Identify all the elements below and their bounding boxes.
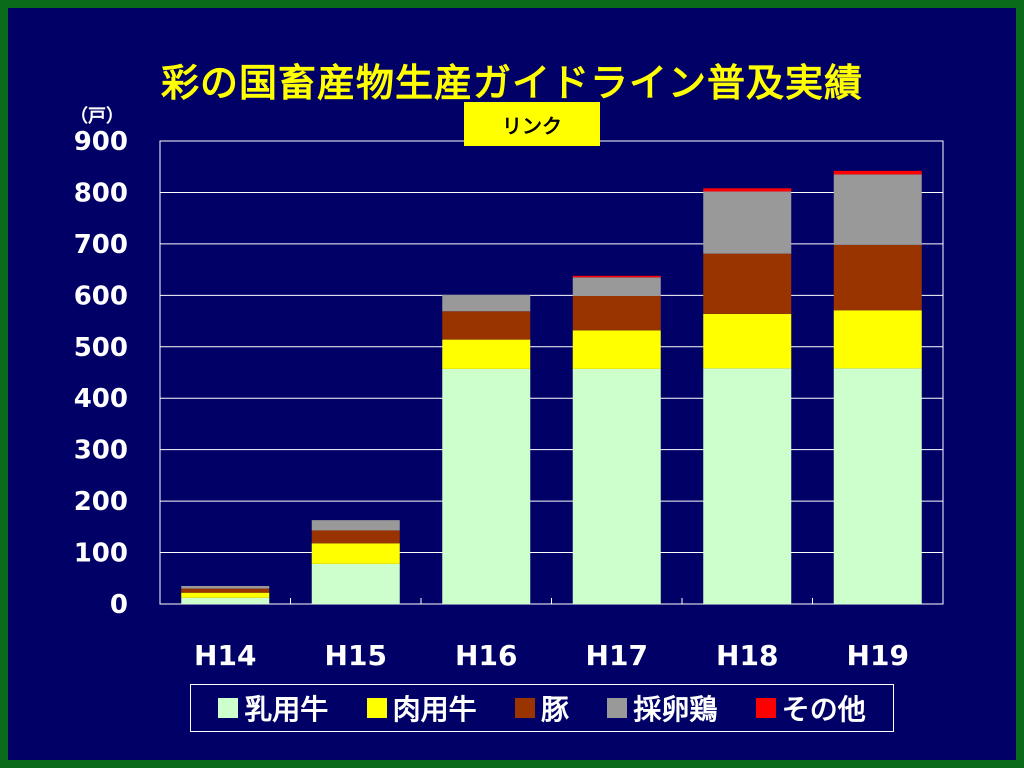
x-tick-label: H15 [325,639,387,672]
bar-segment [703,313,792,369]
y-tick-label: 300 [74,436,128,466]
bar-segment [181,588,270,593]
legend-item: 採卵鶏 [607,688,717,728]
legend-label: その他 [781,693,866,726]
bar-segment [572,275,661,278]
bar-segment [311,563,400,604]
bar-segment [442,294,531,312]
legend-label: 豚 [540,693,569,726]
legend-item: 豚 [514,688,569,728]
bar-segment [572,368,661,604]
legend-swatch [218,698,239,718]
legend-swatch [514,698,535,718]
legend-swatch [366,698,387,718]
bar-segment [442,311,531,340]
bar-segment [311,530,400,544]
y-tick-label: 600 [74,281,128,311]
bar-segment [833,244,922,311]
legend-label: 肉用牛 [392,693,477,726]
y-tick-label: 0 [110,590,128,620]
x-tick-label: H16 [455,639,517,672]
plot-area [159,140,944,605]
bar-segment [703,253,792,314]
legend-item: 肉用牛 [366,688,477,728]
bar-segment [703,188,792,192]
y-tick-label: 100 [74,539,128,569]
bar-segment [703,191,792,254]
bar-segment [833,368,922,604]
x-tick-label: H17 [586,639,648,672]
bar-segment [181,597,270,604]
legend-item: 乳用牛 [218,688,328,728]
y-tick-label: 200 [74,487,128,517]
y-tick-label: 500 [74,333,128,363]
x-tick-label: H14 [194,639,256,672]
legend-swatch [755,698,776,718]
bar-segment [181,585,270,589]
legend-label: 乳用牛 [244,693,329,726]
y-tick-label: 900 [74,127,128,157]
legend-item: その他 [755,688,866,728]
bar-segment [833,310,922,369]
page-title: 彩の国畜産物生産ガイドライン普及実績 [160,61,863,105]
bar-segment [833,170,922,175]
chart-legend: 乳用牛 肉用牛 豚 採卵鶏 その他 [190,684,894,732]
x-tick-label: H19 [847,639,909,672]
legend-swatch [607,698,628,718]
bar-segment [833,174,922,245]
bar-segment [311,520,400,531]
bar-segment [442,339,531,369]
bar-segment [181,592,270,598]
bar-segment [572,277,661,296]
bar-segment [442,368,531,604]
y-tick-label: 700 [74,230,128,260]
link-button[interactable]: リンク [464,102,600,146]
y-axis-unit-label: （戸） [70,106,124,127]
x-tick-label: H18 [716,639,778,672]
bar-segment [572,330,661,369]
bar-segment [703,368,792,604]
bar-segment [572,295,661,331]
y-tick-label: 800 [74,178,128,208]
legend-label: 採卵鶏 [633,693,718,726]
bar-segment [311,543,400,564]
y-tick-label: 400 [74,384,128,414]
